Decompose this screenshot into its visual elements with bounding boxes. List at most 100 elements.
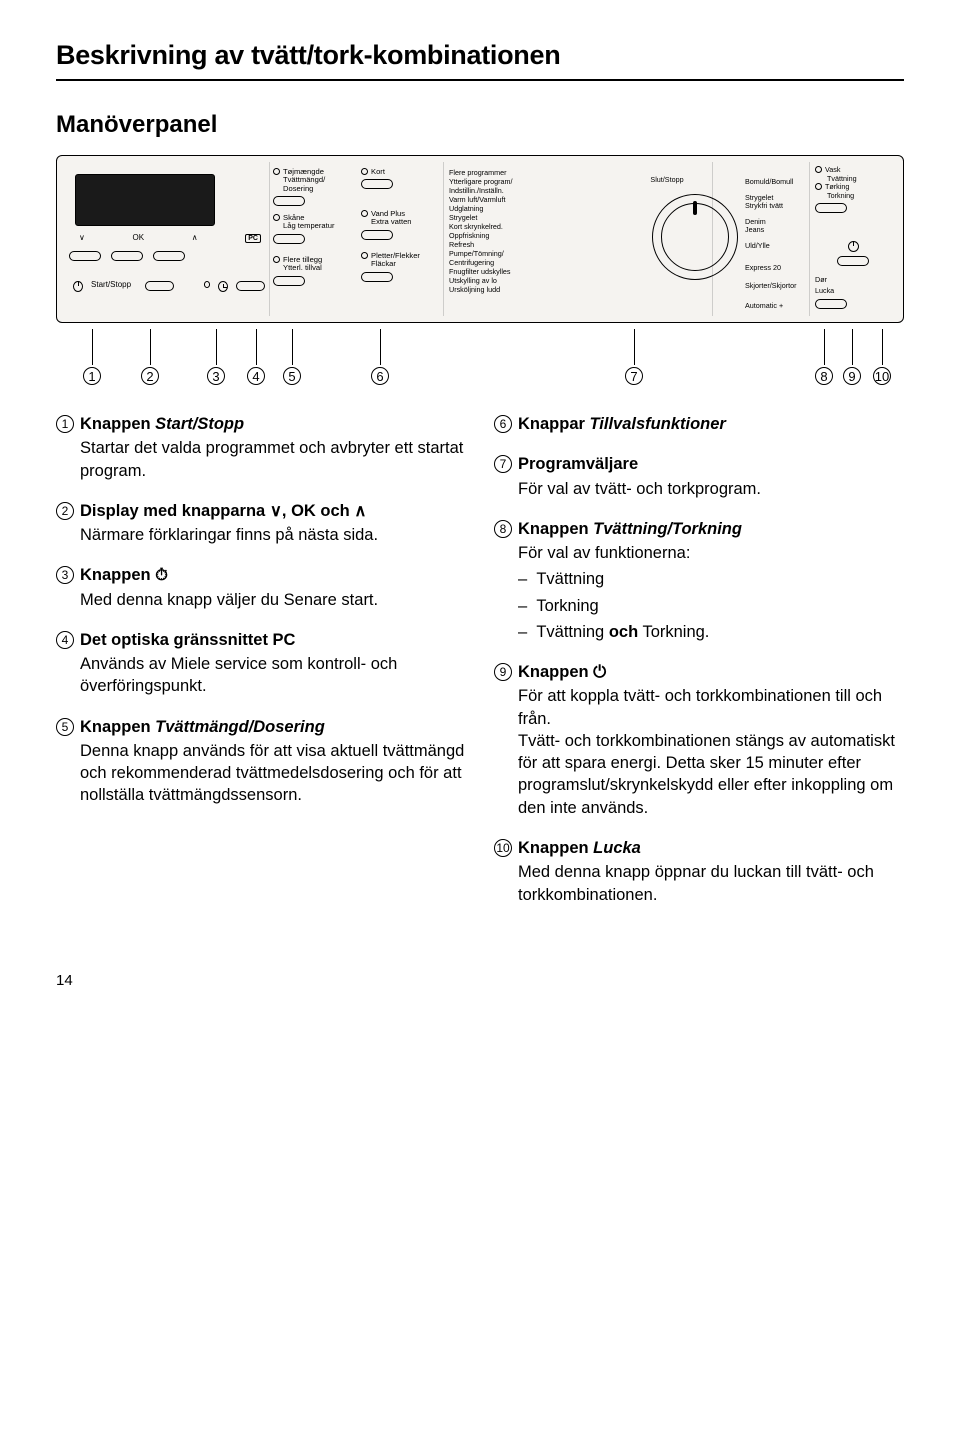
item-body: Startar det valda programmet och avbryte… <box>80 437 466 482</box>
description-item: 2Display med knapparna ∨, OK och ∧Närmar… <box>56 500 466 547</box>
led-icon <box>361 210 368 217</box>
callout-number: 5 <box>283 367 301 385</box>
dial-label: Skjorter/Skjortor <box>745 282 797 290</box>
callout-line <box>150 329 151 365</box>
callout-number: 6 <box>371 367 389 385</box>
button-pill <box>837 256 869 266</box>
page-number: 14 <box>56 972 904 989</box>
dial-label: StrygeletStrykfri tvätt <box>745 194 783 209</box>
button-pill <box>361 179 393 189</box>
section-heading: Manöverpanel <box>56 111 904 139</box>
down-chevron-icon: ∨ <box>79 234 85 242</box>
wash-dry-zone: Vask Tvättning Tørking Torkning Dør Luck… <box>815 166 891 309</box>
option-label: TøjmængdeTvättmängd/Dosering <box>283 168 325 193</box>
callout-number: 4 <box>247 367 265 385</box>
dial-label: DenimJeans <box>745 218 766 233</box>
clock-icon <box>218 281 228 292</box>
options-col-b: KortVand PlusExtra vattenPletter/Flekker… <box>361 168 445 294</box>
item-title: Knappen ⏱ <box>80 564 168 586</box>
options-col-a: TøjmængdeTvättmängd/Dosering SkåneLåg tem… <box>273 168 357 298</box>
led-icon <box>815 183 822 190</box>
item-number-icon: 4 <box>56 631 74 649</box>
page-title: Beskrivning av tvätt/tork-kombinationen <box>56 40 904 71</box>
callout-line <box>92 329 93 365</box>
torking-label: Tørking <box>825 183 849 191</box>
program-line: Udglatning <box>449 204 591 213</box>
power-icon <box>73 281 83 292</box>
callout-number: 2 <box>141 367 159 385</box>
option-label: Kort <box>371 168 385 176</box>
led-icon <box>204 281 210 288</box>
callout-row: 12345678910 <box>56 329 904 399</box>
program-line: Pumpe/Tömning/ <box>449 249 591 258</box>
item-body: Med denna knapp öppnar du luckan till tv… <box>518 861 904 906</box>
callout-line <box>292 329 293 365</box>
led-icon <box>273 214 280 221</box>
option-label: Pletter/FlekkerFläckar <box>371 252 420 269</box>
led-icon <box>273 256 280 263</box>
item-body: För val av tvätt- och torkprogram. <box>518 478 904 500</box>
up-chevron-icon: ∧ <box>192 234 198 242</box>
dial-label: Uld/Ylle <box>745 242 770 250</box>
callout-line <box>882 329 883 365</box>
item-body: För att koppla tvätt- och torkkombinatio… <box>518 685 904 819</box>
item-number-icon: 6 <box>494 415 512 433</box>
dial-label: Express 20 <box>745 264 781 272</box>
callout-line <box>852 329 853 365</box>
item-title: Knappen Lucka <box>518 837 641 859</box>
title-rule <box>56 79 904 81</box>
description-item: 8Knappen Tvättning/TorkningFör val av fu… <box>494 518 904 643</box>
dial-label: Bomuld/Bomull <box>745 178 793 186</box>
torkning-label: Torkning <box>827 192 854 200</box>
ok-label: OK <box>133 234 145 242</box>
program-line: Strygelet <box>449 213 591 222</box>
power-icon <box>848 241 859 252</box>
description-item: 6 Knappar Tillvalsfunktioner <box>494 413 904 435</box>
dial-zone: Slut/Stopp Bomuld/Bomull StrygeletStrykf… <box>597 164 807 316</box>
list-row: – Torkning <box>518 595 904 617</box>
description-item: 4Det optiska gränssnittet PCAnvänds av M… <box>56 629 466 698</box>
description-item: 10Knappen LuckaMed denna knapp öppnar du… <box>494 837 904 906</box>
start-stopp-label: Start/Stopp <box>91 281 131 289</box>
button-pill <box>153 251 185 261</box>
item-title: Knappar Tillvalsfunktioner <box>518 413 726 435</box>
item-title: Programväljare <box>518 453 638 475</box>
button-pill <box>815 203 847 213</box>
description-item: 7 Programväljare För val av tvätt- och tor… <box>494 453 904 500</box>
program-line: Ytterligare program/ <box>449 177 591 186</box>
callout-line <box>216 329 217 365</box>
button-pill <box>273 234 305 244</box>
item-title: Display med knapparna ∨, OK och ∧ <box>80 500 366 522</box>
button-pill <box>361 272 393 282</box>
left-column: 1Knappen Start/StoppStartar det valda pr… <box>56 413 466 924</box>
callout-line <box>380 329 381 365</box>
button-pill <box>145 281 174 291</box>
item-title: Det optiska gränssnittet PC <box>80 629 295 651</box>
item-number-icon: 7 <box>494 455 512 473</box>
callout-line <box>256 329 257 365</box>
option-label: Flere tilleggYtterl. tillval <box>283 256 322 273</box>
program-line: Oppfriskning <box>449 231 591 240</box>
lucka-label: Lucka <box>815 286 834 295</box>
item-number-icon: 1 <box>56 415 74 433</box>
tvattning-label: Tvättning <box>827 175 857 183</box>
item-body: För val av funktionerna: <box>518 542 904 564</box>
button-pill <box>361 230 393 240</box>
option-label: SkåneLåg temperatur <box>283 214 335 231</box>
program-line: Centrifugering <box>449 258 591 267</box>
item-title: Knappen ⏻ <box>518 661 606 683</box>
item-list: – Tvättning – Torkning – Tvättning och Tor… <box>518 568 904 643</box>
dial-label: Automatic + <box>745 302 783 310</box>
button-pill <box>815 299 847 309</box>
program-line: Utskylling av lo <box>449 276 591 285</box>
led-icon <box>815 166 822 173</box>
item-number-icon: 3 <box>56 566 74 584</box>
list-row: – Tvättning <box>518 568 904 590</box>
button-pill <box>273 196 305 206</box>
item-number-icon: 2 <box>56 502 74 520</box>
program-line: Kort skrynkelred. <box>449 222 591 231</box>
dial-label: Slut/Stopp <box>650 176 683 184</box>
list-row: – Tvättning och Torkning. <box>518 621 904 643</box>
dor-label: Dør <box>815 275 827 284</box>
display-zone: ∨ OK ∧ PC Start/Stopp <box>69 170 265 292</box>
